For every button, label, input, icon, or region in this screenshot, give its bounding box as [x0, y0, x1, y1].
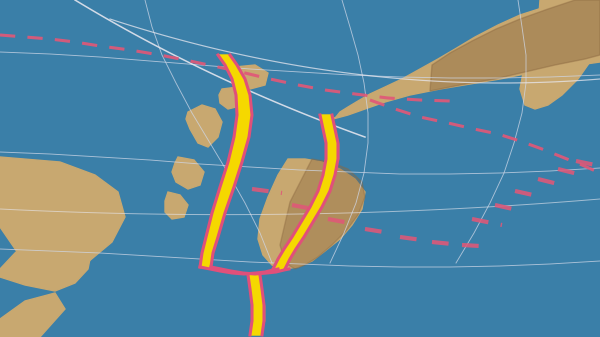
Polygon shape [0, 293, 65, 337]
Polygon shape [200, 267, 221, 269]
Polygon shape [0, 219, 92, 291]
Polygon shape [210, 269, 231, 271]
Polygon shape [220, 162, 242, 187]
Polygon shape [323, 129, 338, 143]
Polygon shape [172, 157, 204, 189]
Polygon shape [301, 207, 322, 222]
Polygon shape [318, 175, 335, 191]
Polygon shape [252, 305, 264, 321]
Polygon shape [540, 0, 600, 32]
Polygon shape [212, 187, 234, 213]
Polygon shape [430, 0, 600, 91]
Polygon shape [280, 159, 365, 269]
Polygon shape [244, 273, 267, 274]
Polygon shape [200, 253, 213, 267]
Polygon shape [273, 259, 290, 269]
Polygon shape [186, 105, 222, 147]
Polygon shape [292, 222, 313, 237]
Polygon shape [236, 95, 252, 115]
Polygon shape [333, 0, 600, 119]
Polygon shape [220, 271, 243, 273]
Polygon shape [310, 191, 330, 207]
Polygon shape [265, 270, 284, 272]
Polygon shape [273, 269, 289, 270]
Polygon shape [250, 289, 264, 305]
Polygon shape [0, 157, 125, 269]
Polygon shape [256, 272, 276, 273]
Polygon shape [258, 159, 365, 269]
Polygon shape [250, 321, 264, 335]
Polygon shape [228, 137, 249, 162]
Polygon shape [520, 0, 600, 109]
Polygon shape [232, 273, 255, 274]
Polygon shape [165, 192, 188, 219]
Polygon shape [278, 249, 296, 259]
Polygon shape [206, 213, 225, 237]
Polygon shape [320, 115, 335, 129]
Polygon shape [218, 55, 237, 65]
Polygon shape [233, 65, 268, 89]
Polygon shape [284, 237, 304, 249]
Polygon shape [225, 65, 245, 79]
Polygon shape [234, 115, 252, 137]
Polygon shape [232, 79, 250, 95]
Polygon shape [219, 87, 248, 109]
Polygon shape [326, 143, 338, 159]
Polygon shape [323, 159, 338, 175]
Polygon shape [248, 275, 262, 289]
Polygon shape [202, 237, 218, 253]
